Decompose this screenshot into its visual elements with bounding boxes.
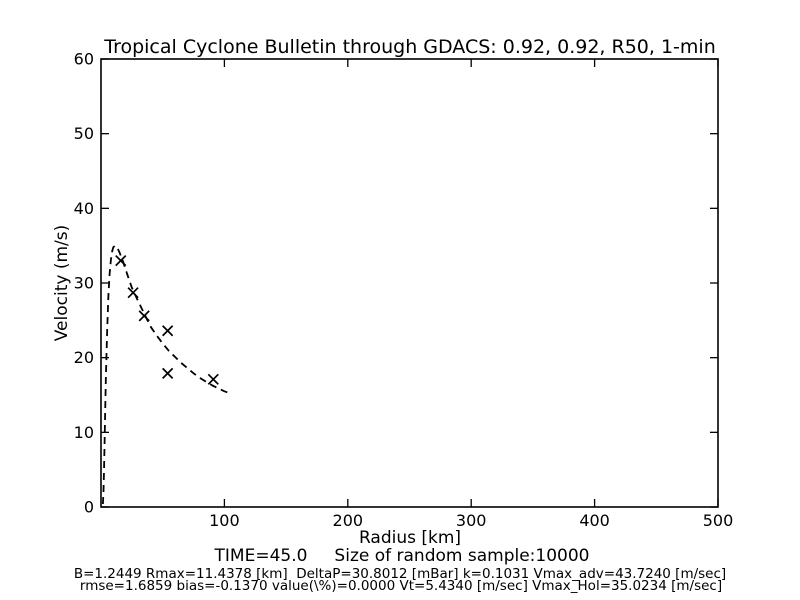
x-axis-label: Radius [km] <box>358 528 462 548</box>
y-tick-label: 10 <box>74 423 94 442</box>
random-sample-points-markers <box>115 254 219 385</box>
footer-model-parameters: B=1.2449 Rmax=11.4378 [km] DeltaP=30.801… <box>73 566 727 582</box>
y-tick-label: 60 <box>74 50 94 69</box>
axes: 100 200 300 400 500 0 10 20 30 40 50 60 <box>74 50 734 531</box>
y-tick-label: 40 <box>74 199 94 218</box>
footer-time-and-sample: TIME=45.0 Size of random sample:10000 <box>214 546 590 566</box>
x-marker <box>207 373 219 385</box>
x-tick-label: 100 <box>209 511 240 530</box>
y-tick-label: 0 <box>84 498 94 517</box>
x-marker <box>162 325 174 337</box>
y-tick-label: 20 <box>74 348 94 367</box>
x-marker <box>162 367 174 379</box>
x-marker <box>115 254 127 267</box>
x-tick-label: 300 <box>456 511 487 530</box>
x-tick-label: 500 <box>703 511 734 530</box>
x-tick-label: 400 <box>579 511 610 530</box>
x-marker <box>127 287 139 299</box>
x-marker <box>138 310 150 322</box>
plot-frame <box>100 58 719 508</box>
chart-title: Tropical Cyclone Bulletin through GDACS:… <box>104 36 716 58</box>
y-axis-label: Velocity (m/s) <box>52 224 72 342</box>
data-series <box>102 244 231 505</box>
y-tick-label: 30 <box>74 274 94 293</box>
x-tick-label: 200 <box>333 511 364 530</box>
footer-error-stats: rmse=1.6859 bias=-0.1370 value(\%)=0.000… <box>79 578 723 594</box>
y-tick-label: 50 <box>74 124 94 143</box>
